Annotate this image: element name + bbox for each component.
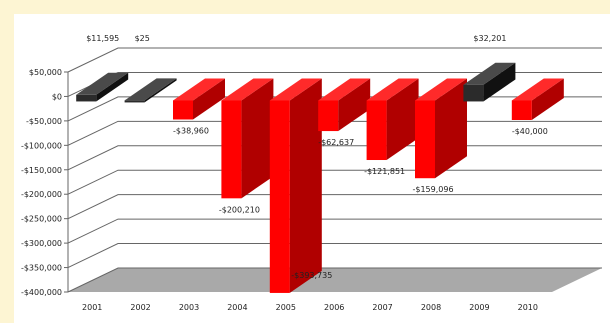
y-tick-label: -$100,000: [21, 141, 62, 150]
bar-top: [511, 78, 564, 101]
bar: [463, 84, 484, 102]
bar-top: [463, 62, 516, 85]
data-label: $32,201: [473, 34, 506, 43]
y-tick-label: -$400,000: [21, 288, 62, 297]
data-label: -$62,637: [318, 138, 354, 147]
data-label: -$40,000: [512, 127, 548, 136]
bar-side: [241, 78, 274, 199]
data-label: -$121,851: [364, 167, 405, 176]
x-tick-label: 2002: [130, 303, 150, 312]
x-tick-label: 2009: [469, 303, 489, 312]
data-label: $25: [135, 34, 150, 43]
bar: [511, 100, 532, 120]
x-tick-label: 2001: [82, 303, 102, 312]
bar-side: [531, 78, 564, 120]
x-tick-label: 2005: [276, 303, 296, 312]
data-label: -$393,735: [291, 271, 332, 280]
x-tick-label: 2006: [324, 303, 344, 312]
data-label: -$38,960: [173, 126, 209, 135]
y-tick-label: $50,000: [29, 68, 62, 77]
bar-side: [96, 72, 129, 102]
grid-line: [67, 169, 602, 195]
grid-line: [67, 218, 602, 244]
bar-top: [366, 78, 419, 101]
data-label: -$159,096: [412, 185, 453, 194]
data-label: -$200,210: [219, 205, 260, 214]
x-tick-label: 2007: [372, 303, 392, 312]
bar-top: [415, 78, 467, 101]
bar-top: [318, 78, 371, 101]
bar-side: [289, 78, 322, 293]
bar-top: [269, 78, 322, 101]
y-tick-label: -$300,000: [21, 239, 62, 248]
y-tick-label: -$200,000: [21, 190, 62, 199]
bar: [221, 100, 242, 199]
x-tick-label: 2010: [518, 303, 538, 312]
bar-top: [76, 72, 129, 95]
y-tick-label: -$150,000: [21, 166, 62, 175]
bar: [318, 100, 339, 132]
bar-side: [386, 78, 419, 161]
y-tick-label: $0: [52, 92, 62, 101]
bar-side: [193, 78, 225, 120]
x-tick-label: 2008: [421, 303, 441, 312]
y-tick-label: -$250,000: [21, 215, 62, 224]
bar: [173, 100, 193, 120]
bar-side: [483, 62, 516, 102]
x-tick-label: 2003: [179, 303, 199, 312]
grid-line: [67, 194, 602, 220]
bar: [366, 100, 387, 161]
bar: [269, 100, 290, 293]
bar-side: [144, 78, 177, 103]
bar: [76, 94, 97, 102]
y-tick-label: -$50,000: [26, 117, 62, 126]
grid-line: [67, 145, 602, 171]
bar: [124, 100, 145, 103]
x-tick-label: 2004: [227, 303, 247, 312]
bar: [415, 100, 435, 179]
bar-side: [435, 78, 467, 179]
floor-plane: [68, 268, 602, 292]
grid-line: [67, 267, 602, 293]
grid-line: [67, 71, 602, 97]
bar-top: [173, 78, 225, 101]
bar-top: [124, 78, 177, 101]
bar-top: [221, 78, 274, 101]
data-label: $11,595: [86, 34, 119, 43]
grid-line: [67, 47, 602, 73]
grid-line: [67, 243, 602, 269]
bar-side: [338, 78, 371, 132]
y-tick-label: -$350,000: [21, 264, 62, 273]
